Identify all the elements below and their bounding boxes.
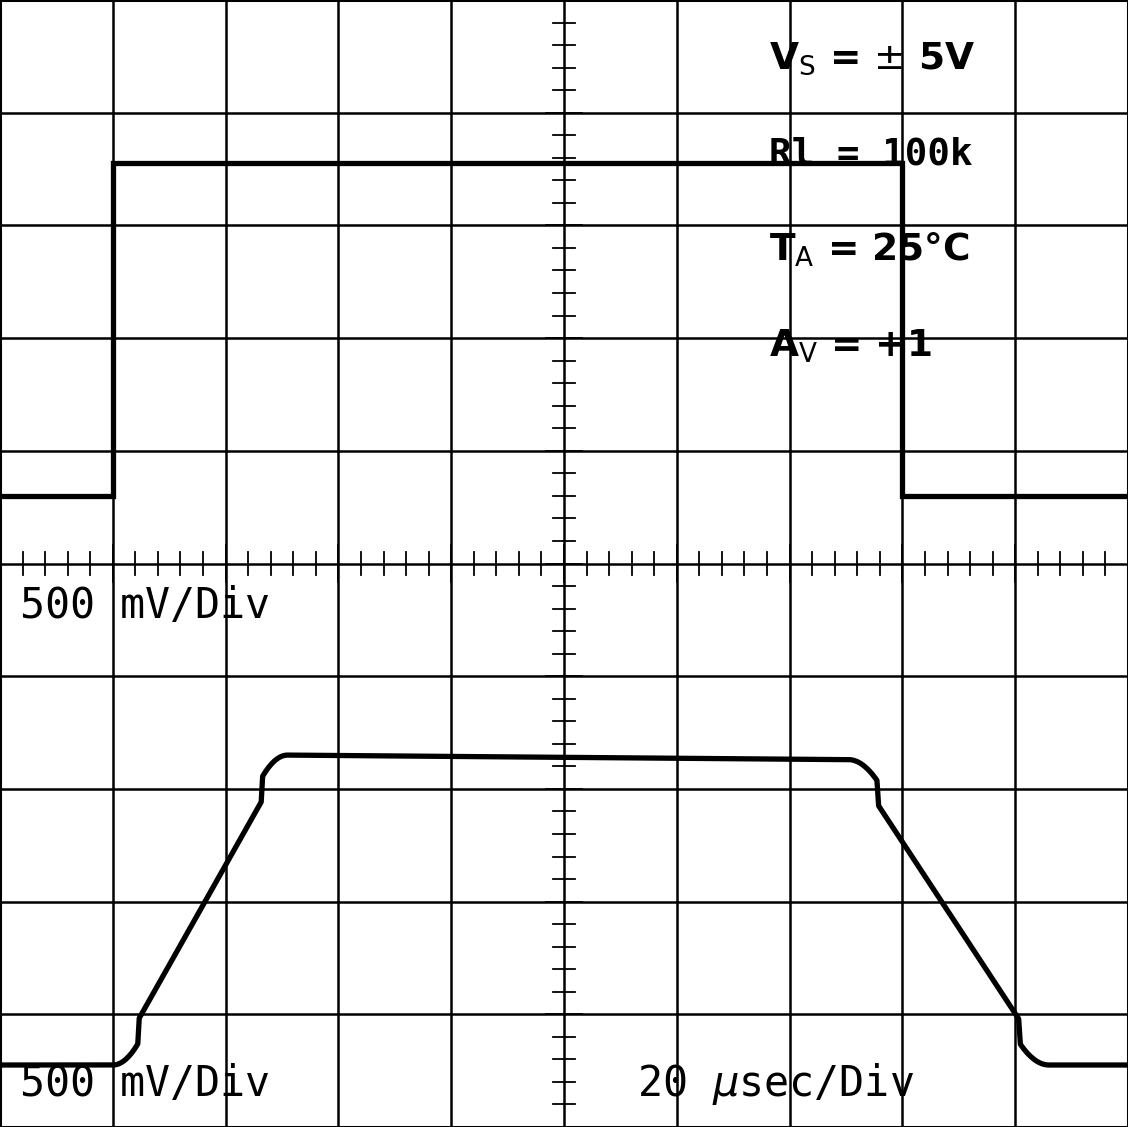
Text: A$_\mathsf{V}$ = +1: A$_\mathsf{V}$ = +1 <box>769 327 932 365</box>
Text: T$_\mathsf{A}$ = 25°C: T$_\mathsf{A}$ = 25°C <box>769 231 970 269</box>
Text: 500 mV/Div: 500 mV/Div <box>20 1063 271 1106</box>
Text: 500 mV/Div: 500 mV/Div <box>20 585 271 628</box>
Text: Rl = 100k: Rl = 100k <box>769 136 973 172</box>
Text: V$_\mathsf{S}$ = $\pm$ 5V: V$_\mathsf{S}$ = $\pm$ 5V <box>769 41 976 77</box>
Text: 20 $\mu$sec/Div: 20 $\mu$sec/Div <box>637 1062 915 1107</box>
